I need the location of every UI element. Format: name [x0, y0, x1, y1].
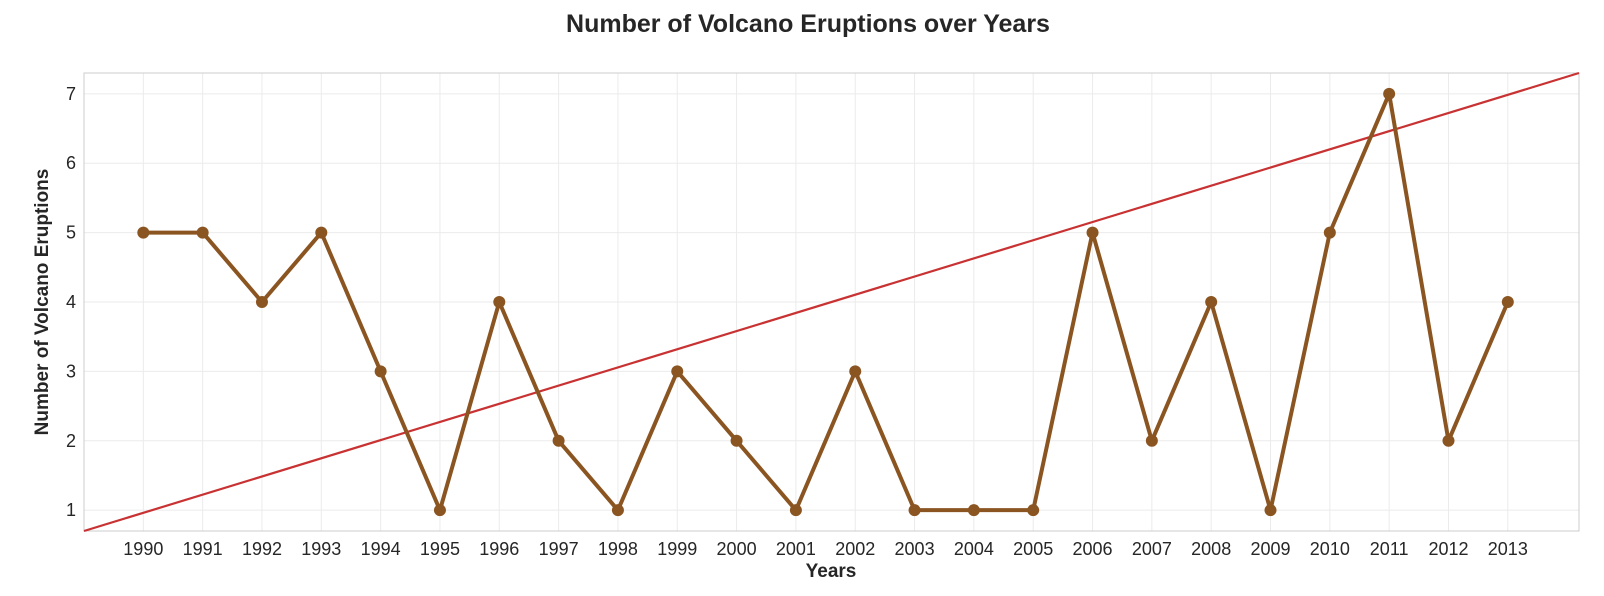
data-point-1999 [671, 365, 684, 378]
data-point-1993 [315, 226, 328, 239]
data-point-2012 [1442, 434, 1455, 447]
x-tick-label: 2001 [776, 539, 816, 559]
data-point-1995 [433, 504, 446, 517]
x-tick-label: 2012 [1428, 539, 1468, 559]
y-axis-label: Number of Volcano Eruptions [32, 169, 53, 436]
y-tick-label: 1 [66, 500, 76, 520]
data-point-1997 [552, 434, 565, 447]
x-tick-label: 1992 [242, 539, 282, 559]
y-tick-label: 6 [66, 153, 76, 173]
data-point-2008 [1205, 296, 1218, 308]
x-tick-label: 2007 [1132, 539, 1172, 559]
x-tick-label: 1995 [420, 539, 460, 559]
x-tick-label: 1991 [183, 539, 223, 559]
series-line [141, 91, 1510, 513]
x-tick-label: 1994 [361, 539, 401, 559]
data-point-2011 [1383, 87, 1396, 100]
x-tick-label: 1993 [301, 539, 341, 559]
y-tick-labels: 1 2 3 4 5 6 7 [66, 84, 76, 520]
x-tick-label: 2002 [835, 539, 875, 559]
x-tick-label: 2006 [1073, 539, 1113, 559]
data-point-2001 [789, 504, 802, 517]
x-tick-label: 2004 [954, 539, 994, 559]
data-point-2005 [1027, 504, 1040, 517]
x-tick-label: 2009 [1250, 539, 1290, 559]
data-point-2007 [1145, 434, 1158, 447]
data-point-1990 [137, 226, 150, 239]
x-tick-label: 2013 [1488, 539, 1528, 559]
data-point-2004 [967, 504, 980, 517]
series-group [137, 87, 1514, 517]
chart-title: Number of Volcano Eruptions over Years [566, 10, 1050, 38]
x-tick-label: 2000 [717, 539, 757, 559]
data-point-2003 [908, 504, 921, 517]
x-axis-label: Years [806, 561, 857, 582]
data-point-2006 [1086, 226, 1099, 239]
x-tick-label: 1999 [657, 539, 697, 559]
x-tick-label: 2003 [895, 539, 935, 559]
data-point-1992 [255, 296, 268, 308]
data-point-2009 [1264, 504, 1277, 517]
y-tick-label: 5 [66, 223, 76, 243]
data-point-2013 [1501, 296, 1514, 308]
x-tick-label: 1990 [123, 539, 163, 559]
data-point-2010 [1323, 226, 1336, 239]
x-tick-label: 2005 [1013, 539, 1053, 559]
plot-frame [83, 72, 1580, 532]
data-point-1991 [196, 226, 209, 239]
y-tick-label: 3 [66, 361, 76, 381]
x-tick-label: 1996 [479, 539, 519, 559]
data-point-1998 [611, 504, 624, 517]
x-tick-label: 1997 [539, 539, 579, 559]
data-point-2002 [849, 365, 862, 378]
trendline [83, 71, 1580, 533]
x-tick-label: 1998 [598, 539, 638, 559]
x-tick-label: 2008 [1191, 539, 1231, 559]
x-tick-label: 2010 [1310, 539, 1350, 559]
y-tick-label: 4 [66, 292, 76, 312]
data-point-1994 [374, 365, 387, 378]
y-tick-label: 2 [66, 431, 76, 451]
x-tick-labels: 1990 1991 1992 1993 1994 1995 1996 1997 1998 1999… [123, 539, 1528, 559]
trendline-group [83, 71, 1580, 533]
data-point-1996 [493, 296, 506, 308]
x-tick-label: 2011 [1370, 539, 1409, 559]
data-point-2000 [730, 434, 743, 447]
y-tick-label: 7 [66, 84, 76, 104]
